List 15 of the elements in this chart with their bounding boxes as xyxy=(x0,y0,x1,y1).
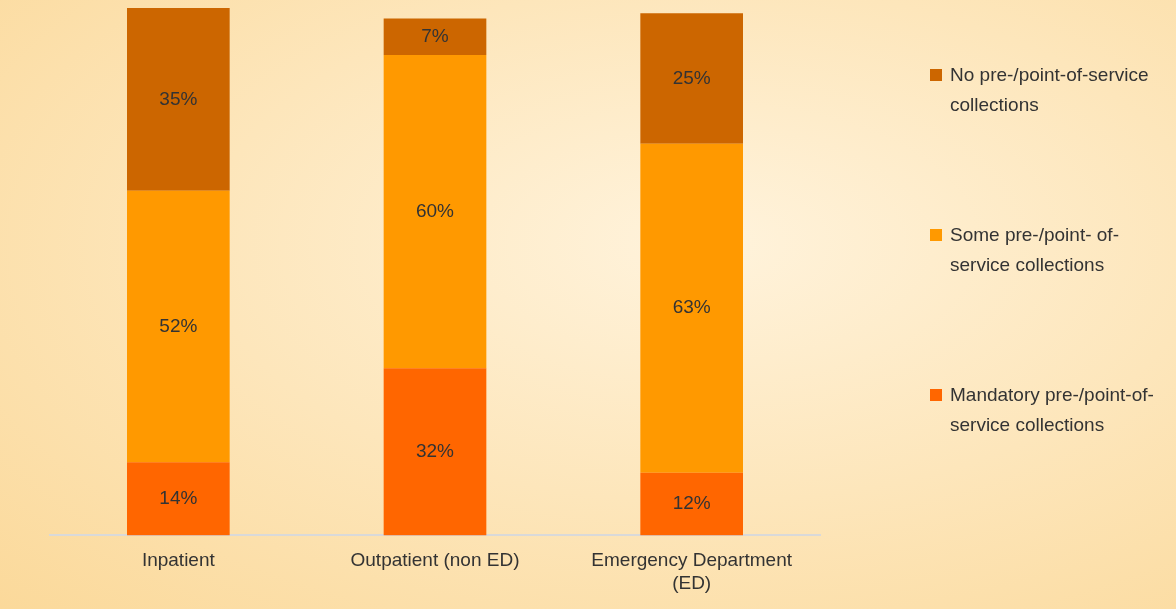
x-tick-label: Inpatient xyxy=(141,549,216,571)
x-tick-label: Outpatient (non ED) xyxy=(350,549,520,571)
data-label: 14% xyxy=(159,487,198,509)
data-label: 32% xyxy=(415,440,455,462)
legend-label: Some pre-/point- of-service collections xyxy=(950,223,1120,277)
legend-label: Mandatory pre-/point-of-service collections xyxy=(950,383,1155,437)
data-label: 7% xyxy=(421,24,449,46)
data-label: 35% xyxy=(159,87,198,109)
legend-label: No pre-/point-of-service collections xyxy=(950,63,1150,117)
data-label: 63% xyxy=(672,296,711,318)
x-tick-label: Emergency Department (ED) xyxy=(591,549,793,593)
data-label: 25% xyxy=(672,66,711,88)
data-label: 12% xyxy=(672,492,711,514)
data-label: 52% xyxy=(159,314,198,336)
data-label: 60% xyxy=(415,199,455,221)
